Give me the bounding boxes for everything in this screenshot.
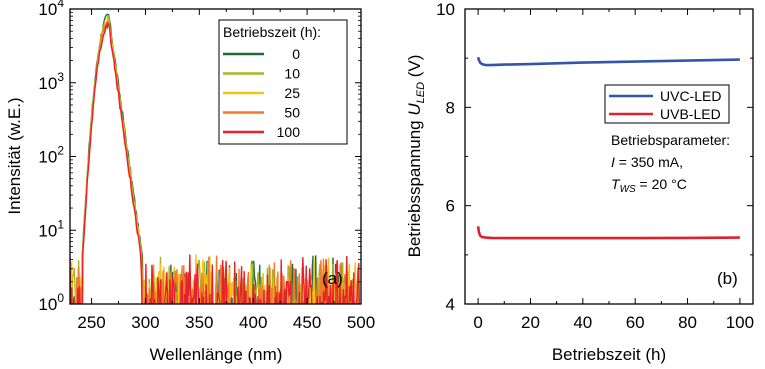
panel-label-a: (a) bbox=[322, 269, 343, 288]
y-tick-label: 10 bbox=[436, 0, 455, 19]
legend-title: Betriebszeit (h): bbox=[223, 24, 321, 40]
x-tick-label: 350 bbox=[185, 313, 213, 332]
y-axis-label-b-main: Betriebsspannung bbox=[405, 116, 424, 258]
series-line-uvb-led bbox=[476, 226, 740, 240]
legend-label-10h: 10 bbox=[284, 66, 300, 82]
x-tick-label: 20 bbox=[521, 313, 540, 332]
legend-label-100h: 100 bbox=[277, 124, 301, 140]
x-tick-label: 0 bbox=[473, 313, 482, 332]
x-axis-label-b: Betriebszeit (h) bbox=[552, 345, 666, 364]
y-axis-label-b-sub: LED bbox=[415, 82, 427, 103]
legend-label-25h: 25 bbox=[284, 85, 300, 101]
y-tick-label: 103 bbox=[38, 70, 64, 93]
operating-parameters-annotation: Betriebsparameter: I = 350 mA, TWS = 20 … bbox=[611, 132, 730, 195]
series-line-uvc-led bbox=[476, 56, 740, 67]
x-tick-label: 40 bbox=[573, 313, 592, 332]
y-tick-label: 101 bbox=[38, 217, 64, 240]
spectra-series-group bbox=[70, 13, 361, 304]
annotation-temp-text: = 20 °C bbox=[636, 176, 687, 192]
legend-box bbox=[218, 19, 348, 145]
panel-a-legend: Betriebszeit (h): 0 10 25 50 100 bbox=[218, 19, 348, 145]
panel-label-b: (b) bbox=[717, 269, 738, 288]
series-line-100h bbox=[70, 21, 361, 304]
x-tick-label: 450 bbox=[293, 313, 321, 332]
x-tick-label: 500 bbox=[347, 313, 375, 332]
panel-b-legend: UVC-LED UVB-LED bbox=[604, 84, 730, 124]
annotation-current-var: I bbox=[611, 154, 615, 170]
annotation-temp-sub: WS bbox=[620, 184, 636, 195]
x-tick-label: 400 bbox=[239, 313, 267, 332]
series-line-50h bbox=[70, 20, 360, 304]
x-tick-label: 250 bbox=[77, 313, 105, 332]
y-axis-label-b-unit: (V) bbox=[405, 55, 424, 82]
y-tick-label: 4 bbox=[446, 295, 455, 314]
x-tick-label: 300 bbox=[131, 313, 159, 332]
x-axis-label-a: Wellenlänge (nm) bbox=[150, 345, 283, 364]
legend-label-50h: 50 bbox=[284, 105, 300, 121]
annotation-current: I = 350 mA, bbox=[611, 154, 683, 170]
x-tick-label: 80 bbox=[678, 313, 697, 332]
legend-box bbox=[604, 84, 730, 124]
y-tick-label: 102 bbox=[38, 144, 64, 167]
panel-b-frame bbox=[464, 8, 754, 305]
legend-label-uvc-led: UVC-LED bbox=[660, 88, 721, 104]
x-tick-label: 60 bbox=[626, 313, 645, 332]
annotation-title: Betriebsparameter: bbox=[611, 132, 730, 148]
y-axis-label-b-var: U bbox=[405, 103, 424, 116]
legend-label-0h: 0 bbox=[292, 46, 300, 62]
y-axis-label-b: Betriebsspannung ULED (V) bbox=[405, 55, 427, 258]
legend-label-uvb-led: UVB-LED bbox=[660, 106, 721, 122]
legend-items: UVC-LED UVB-LED bbox=[609, 88, 721, 122]
y-tick-label: 8 bbox=[446, 98, 455, 117]
y-tick-label: 104 bbox=[38, 0, 64, 19]
panel-b: 0 20 40 60 80 100 4 6 8 10 UVC-LED UVB-LED Betrieb… bbox=[405, 0, 754, 364]
annotation-current-text: = 350 mA, bbox=[615, 154, 683, 170]
y-tick-label: 6 bbox=[446, 197, 455, 216]
series-line-0h bbox=[70, 13, 358, 304]
annotation-temp-var: T bbox=[611, 176, 621, 192]
annotation-temperature: TWS = 20 °C bbox=[611, 176, 687, 195]
y-axis-label-a: Intensität (w.E.) bbox=[5, 97, 24, 214]
x-tick-label: 100 bbox=[726, 313, 754, 332]
y-tick-label: 100 bbox=[38, 291, 64, 314]
panel-b-ticks: 0 20 40 60 80 100 4 6 8 10 bbox=[436, 0, 754, 332]
legend-items: 0 10 25 50 100 bbox=[223, 46, 300, 140]
voltage-series-group bbox=[476, 56, 740, 240]
